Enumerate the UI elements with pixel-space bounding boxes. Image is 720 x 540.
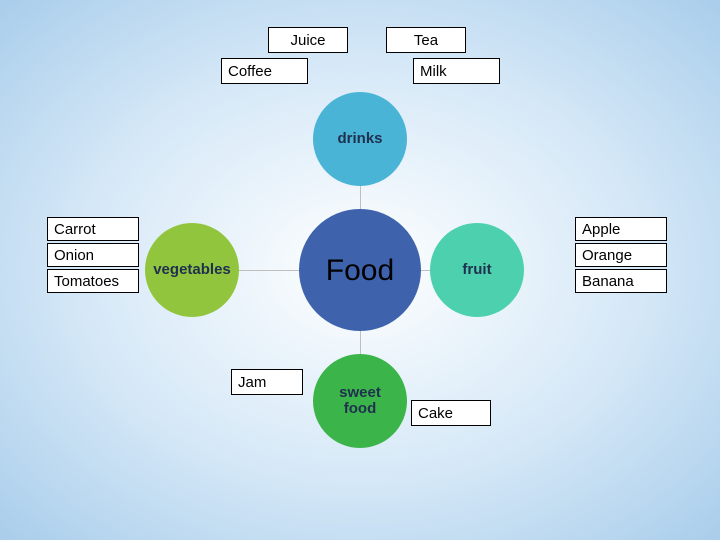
label-tomatoes-text: Tomatoes	[54, 273, 119, 290]
diagram-stage: Food drinks fruit sweet food vegetables …	[0, 0, 720, 540]
label-tea: Tea	[386, 27, 466, 53]
label-jam-text: Jam	[238, 374, 266, 391]
label-cake: Cake	[411, 400, 491, 426]
label-tea-text: Tea	[414, 32, 438, 49]
label-onion-text: Onion	[54, 247, 94, 264]
label-carrot: Carrot	[47, 217, 139, 241]
node-drinks: drinks	[313, 92, 407, 186]
node-fruit-label: fruit	[462, 262, 491, 279]
node-sweet-food-label: sweet food	[339, 385, 381, 418]
label-onion: Onion	[47, 243, 139, 267]
label-banana: Banana	[575, 269, 667, 293]
label-banana-text: Banana	[582, 273, 634, 290]
label-orange-text: Orange	[582, 247, 632, 264]
node-vegetables-label: vegetables	[153, 262, 231, 279]
label-coffee-text: Coffee	[228, 63, 272, 80]
connector-bottom	[360, 330, 361, 355]
label-jam: Jam	[231, 369, 303, 395]
label-juice-text: Juice	[290, 32, 325, 49]
center-node-label: Food	[326, 254, 394, 287]
node-sweet-food: sweet food	[313, 354, 407, 448]
label-milk-text: Milk	[420, 63, 447, 80]
node-fruit: fruit	[430, 223, 524, 317]
node-vegetables: vegetables	[145, 223, 239, 317]
connector-top	[360, 185, 361, 210]
label-juice: Juice	[268, 27, 348, 53]
label-apple: Apple	[575, 217, 667, 241]
center-node-food: Food	[299, 209, 421, 331]
connector-left	[238, 270, 300, 271]
label-coffee: Coffee	[221, 58, 308, 84]
node-drinks-label: drinks	[337, 131, 382, 148]
label-orange: Orange	[575, 243, 667, 267]
label-tomatoes: Tomatoes	[47, 269, 139, 293]
label-milk: Milk	[413, 58, 500, 84]
label-apple-text: Apple	[582, 221, 620, 238]
label-cake-text: Cake	[418, 405, 453, 422]
label-carrot-text: Carrot	[54, 221, 96, 238]
